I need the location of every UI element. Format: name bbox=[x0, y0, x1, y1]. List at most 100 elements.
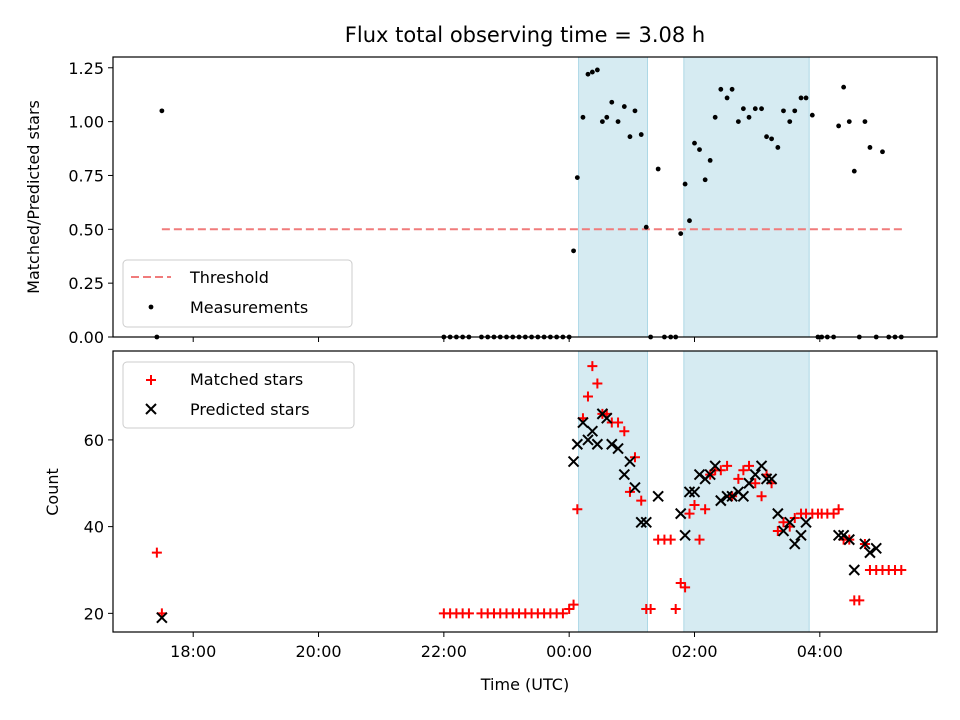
x-tick-label: 04:00 bbox=[797, 642, 843, 661]
matched-star-marker bbox=[151, 547, 162, 558]
measurement-point bbox=[571, 248, 576, 254]
predicted-star-marker bbox=[675, 507, 687, 520]
bottom-y-tick-label: 20 bbox=[84, 604, 104, 623]
legend-measurements-label: Measurements bbox=[190, 298, 308, 317]
matched-star-marker bbox=[680, 582, 691, 593]
top-panel-flux-ratio: 0.00 0.25 0.50 0.75 1.00 1.25 Matched/Predict… bbox=[24, 56, 938, 347]
predicted-star-marker bbox=[624, 455, 636, 468]
bottom-y-tick-label: 60 bbox=[84, 431, 104, 450]
top-y-tick-label: 0.25 bbox=[68, 274, 104, 293]
top-y-tick-label: 1.25 bbox=[68, 59, 104, 78]
x-tick-label: 20:00 bbox=[295, 642, 341, 661]
predicted-star-marker bbox=[612, 442, 624, 455]
matched-star-marker bbox=[619, 426, 630, 437]
matched-star-marker bbox=[896, 564, 907, 575]
measurement-point bbox=[867, 145, 873, 150]
predicted-star-marker bbox=[704, 468, 716, 481]
measurement-point bbox=[712, 114, 718, 120]
measurement-point bbox=[769, 136, 774, 142]
matched-star-marker bbox=[557, 608, 568, 619]
measurement-point bbox=[752, 106, 758, 112]
measurement-point bbox=[702, 177, 708, 183]
measurement-point bbox=[585, 71, 591, 77]
matched-star-marker bbox=[733, 473, 744, 484]
predicted-star-marker bbox=[749, 468, 761, 481]
predicted-star-marker bbox=[772, 507, 784, 520]
matched-star-marker bbox=[744, 460, 755, 471]
predicted-star-marker bbox=[765, 473, 778, 485]
x-tick-label: 02:00 bbox=[671, 642, 717, 661]
measurement-point bbox=[594, 67, 600, 73]
predicted-star-marker bbox=[582, 434, 594, 446]
top-shaded-regions bbox=[578, 56, 810, 338]
x-tick-label: 00:00 bbox=[546, 642, 592, 661]
top-y-tick-label: 1.00 bbox=[68, 113, 104, 132]
matched-star-marker bbox=[738, 465, 749, 476]
predicted-star-marker bbox=[832, 529, 845, 542]
predicted-star-marker bbox=[618, 468, 631, 481]
predicted-star-marker bbox=[606, 438, 618, 450]
predicted-star-marker bbox=[789, 538, 801, 550]
predicted-star-marker bbox=[726, 490, 738, 502]
measurement-point bbox=[621, 104, 627, 109]
measurement-point bbox=[809, 112, 815, 118]
top-y-tick-label: 0.00 bbox=[68, 328, 104, 347]
matched-star-marker bbox=[756, 491, 767, 502]
legend-matched-label: Matched stars bbox=[190, 370, 303, 389]
predicted-star-marker bbox=[848, 564, 860, 576]
measurement-point bbox=[687, 218, 692, 224]
predicted-star-marker bbox=[760, 473, 773, 485]
legend-threshold-label: Threshold bbox=[189, 268, 269, 287]
measurement-point bbox=[862, 119, 868, 125]
matched-star-marker bbox=[636, 495, 647, 506]
bottom-legend: Matched stars Predicted stars bbox=[122, 361, 355, 429]
predicted-star-marker bbox=[795, 529, 807, 542]
matched-star-marker bbox=[778, 517, 789, 528]
x-axis-label: Time (UTC) bbox=[480, 675, 569, 694]
predicted-star-marker bbox=[635, 516, 647, 528]
bottom-y-axis-label: Count bbox=[43, 468, 62, 516]
matched-star-marker bbox=[564, 604, 575, 615]
predicted-star-marker bbox=[843, 533, 855, 546]
bottom-panel-star-counts: 20 40 60 18:00 20:00 22:00 00:00 02:00 04:00 Cou… bbox=[43, 350, 938, 694]
top-legend-box bbox=[122, 259, 353, 328]
matched-star-marker bbox=[463, 608, 474, 619]
predicted-star-marker bbox=[683, 486, 696, 498]
predicted-star-marker bbox=[601, 412, 613, 424]
matched-star-marker bbox=[854, 595, 865, 606]
measurement-point bbox=[678, 231, 684, 237]
top-legend: Threshold Measurements bbox=[122, 259, 353, 328]
measurement-point bbox=[615, 119, 621, 125]
measurement-point bbox=[724, 95, 730, 101]
measurement-point bbox=[627, 134, 633, 140]
matched-star-marker bbox=[572, 504, 583, 515]
measurement-point bbox=[638, 132, 644, 137]
bottom-axes: 20 40 60 18:00 20:00 22:00 00:00 02:00 04:00 bbox=[84, 350, 938, 661]
measurement-point bbox=[735, 119, 741, 125]
measurement-point bbox=[746, 114, 752, 120]
measurement-point bbox=[759, 106, 764, 112]
measurement-point bbox=[589, 69, 595, 75]
chart-title: Flux total observing time = 3.08 h bbox=[345, 23, 705, 47]
measurement-point bbox=[841, 84, 847, 90]
measurement-point bbox=[692, 140, 697, 146]
matched-star-marker bbox=[670, 604, 681, 615]
top-axes: 0.00 0.25 0.50 0.75 1.00 1.25 bbox=[68, 56, 938, 347]
predicted-star-marker bbox=[870, 542, 882, 555]
matched-star-marker bbox=[592, 378, 603, 389]
predicted-star-marker bbox=[800, 516, 812, 528]
top-y-tick-label: 0.75 bbox=[68, 166, 104, 185]
x-tick-label: 18:00 bbox=[170, 642, 216, 661]
predicted-star-markers bbox=[156, 408, 882, 624]
predicted-star-marker bbox=[156, 611, 168, 624]
bottom-legend-box bbox=[122, 361, 355, 429]
measurement-point bbox=[775, 145, 781, 150]
matched-star-marker bbox=[694, 534, 705, 545]
measurement-point bbox=[604, 114, 610, 120]
measurement-point bbox=[682, 181, 688, 187]
predicted-star-marker bbox=[571, 438, 584, 450]
predicted-star-marker bbox=[737, 490, 750, 502]
matched-star-marker bbox=[750, 478, 761, 489]
predicted-star-marker bbox=[652, 490, 664, 502]
